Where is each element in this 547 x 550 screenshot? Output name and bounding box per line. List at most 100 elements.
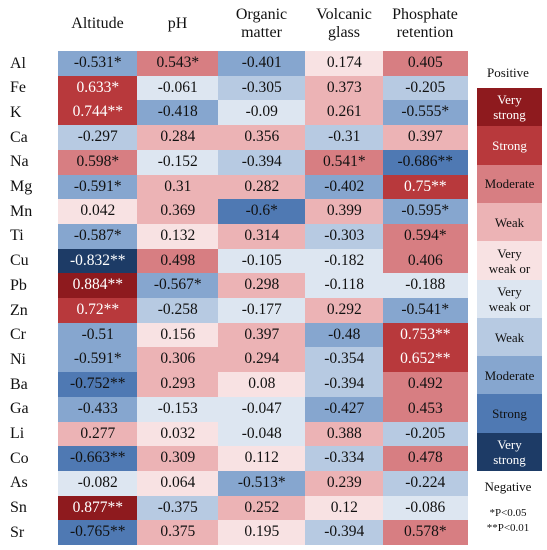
heatmap-cell: 0.541*	[305, 149, 384, 175]
row-label: Mn	[10, 202, 33, 220]
heatmap-cell: 0.174	[305, 51, 384, 77]
heatmap-cell: -0.177	[218, 298, 306, 324]
row-label: Co	[10, 449, 29, 467]
row-label: Li	[10, 425, 25, 442]
heatmap-cell: -0.152	[137, 149, 219, 175]
heatmap-cell: 0.652**	[383, 347, 468, 373]
heatmap-cell: -0.061	[137, 75, 219, 101]
row-label: Ga	[10, 400, 29, 418]
legend-negative-label: Negative	[484, 479, 532, 494]
heatmap-cell: 0.453	[383, 396, 468, 422]
heatmap-cell: -0.394	[305, 372, 384, 398]
heatmap-cell: -0.555*	[383, 100, 468, 126]
heatmap-cell: 0.314	[218, 223, 306, 250]
heatmap-cell: -0.048	[218, 421, 306, 447]
heatmap-cell: -0.541*	[383, 298, 468, 324]
row-label: Ba	[10, 375, 28, 393]
heatmap-cell: 0.282	[218, 174, 306, 200]
heatmap-cell: 0.478	[383, 446, 468, 472]
heatmap-cell: -0.258	[137, 298, 219, 324]
heatmap-cell: 0.284	[137, 125, 219, 151]
legend-swatch: Moderate	[477, 356, 542, 395]
heatmap-cell: -0.303	[305, 223, 384, 250]
row-label: Pb	[10, 276, 27, 294]
heatmap-cell: -0.418	[137, 100, 219, 126]
row-label: K	[10, 103, 22, 121]
row-label: Cr	[10, 326, 26, 344]
heatmap-cell: -0.587*	[58, 223, 138, 250]
heatmap-cell: 0.492	[383, 372, 468, 398]
legend-swatch: Very strong	[477, 88, 542, 127]
heatmap-cell: 0.369	[137, 199, 219, 225]
heatmap-cell: 0.261	[305, 100, 384, 126]
heatmap-cell: 0.375	[137, 520, 219, 546]
row-label: Mg	[10, 178, 33, 195]
row-label: Na	[10, 153, 29, 171]
heatmap-cell: -0.663**	[58, 446, 138, 472]
heatmap-cell: -0.48	[305, 322, 384, 348]
heatmap-cell: 0.75**	[383, 174, 468, 200]
legend-swatch: Strong	[477, 394, 542, 434]
heatmap-cell: -0.086	[383, 495, 468, 521]
legend-swatch: Moderate	[477, 164, 542, 204]
heatmap-cell: 0.294	[218, 347, 306, 373]
row-label: Zn	[10, 301, 28, 319]
heatmap-cell: 0.498	[137, 248, 219, 274]
heatmap-cell: -0.188	[383, 273, 468, 299]
heatmap-cell: -0.305	[218, 75, 306, 101]
heatmap-cell: 0.356	[218, 125, 306, 151]
heatmap-cell: 0.594*	[383, 223, 468, 250]
row-label: Ti	[10, 227, 24, 245]
heatmap-cell: -0.51	[58, 322, 138, 348]
heatmap-cell: 0.064	[137, 470, 219, 497]
heatmap-cell: 0.195	[218, 520, 306, 546]
heatmap-cell: -0.224	[383, 470, 468, 497]
heatmap-cell: 0.252	[218, 495, 306, 521]
heatmap-cell: -0.433	[58, 396, 138, 422]
heatmap-cell: 0.309	[137, 446, 219, 472]
heatmap-cell: -0.205	[383, 421, 468, 447]
heatmap-cell: 0.598*	[58, 149, 138, 175]
column-header: Phosphate retention	[392, 6, 458, 41]
heatmap-cell: 0.156	[137, 322, 219, 348]
heatmap-cell: 0.277	[58, 421, 138, 447]
significance-note: **P<0.01	[486, 522, 530, 534]
legend-swatch: Very weak or	[477, 279, 542, 319]
heatmap-cell: -0.153	[137, 396, 219, 422]
row-label: Sr	[10, 523, 25, 541]
heatmap-cell: -0.105	[218, 248, 306, 274]
heatmap-cell: 0.406	[383, 248, 468, 274]
heatmap-cell: 0.753**	[383, 322, 468, 348]
heatmap-cell: 0.293	[137, 372, 219, 398]
row-label: Ca	[10, 128, 28, 146]
heatmap-cell: -0.31	[305, 125, 384, 151]
legend-swatch: Weak	[477, 317, 542, 357]
heatmap-cell: 0.399	[305, 199, 384, 225]
heatmap-cell: 0.72**	[58, 298, 138, 324]
heatmap-cell: -0.082	[58, 470, 138, 497]
heatmap-cell: -0.531*	[58, 51, 138, 77]
heatmap-cell: 0.306	[137, 347, 219, 373]
heatmap-cell: -0.591*	[58, 347, 138, 373]
heatmap-cell: 0.578*	[383, 520, 468, 546]
row-label: As	[10, 474, 28, 492]
heatmap-cell: 0.132	[137, 223, 219, 250]
heatmap-cell: 0.405	[383, 51, 468, 77]
legend-swatch: Strong	[477, 126, 542, 166]
heatmap-cell: -0.297	[58, 125, 138, 151]
heatmap-cell: -0.6*	[218, 199, 306, 225]
heatmap-cell: 0.388	[305, 421, 384, 447]
heatmap-cell: -0.402	[305, 174, 384, 200]
heatmap-cell: -0.375	[137, 495, 219, 521]
heatmap-cell: 0.31	[137, 174, 219, 200]
heatmap-cell: -0.334	[305, 446, 384, 472]
heatmap-cell: -0.047	[218, 396, 306, 422]
heatmap-cell: 0.744**	[58, 100, 138, 126]
legend-swatch: Weak	[477, 202, 542, 242]
significance-note: *P<0.05	[489, 507, 527, 519]
heatmap-cell: -0.513*	[218, 470, 306, 497]
row-label: Fe	[10, 79, 26, 97]
heatmap-cell: 0.032	[137, 421, 219, 447]
legend-swatch: Very strong	[477, 432, 542, 472]
column-header: Volcanic glass	[316, 6, 372, 41]
